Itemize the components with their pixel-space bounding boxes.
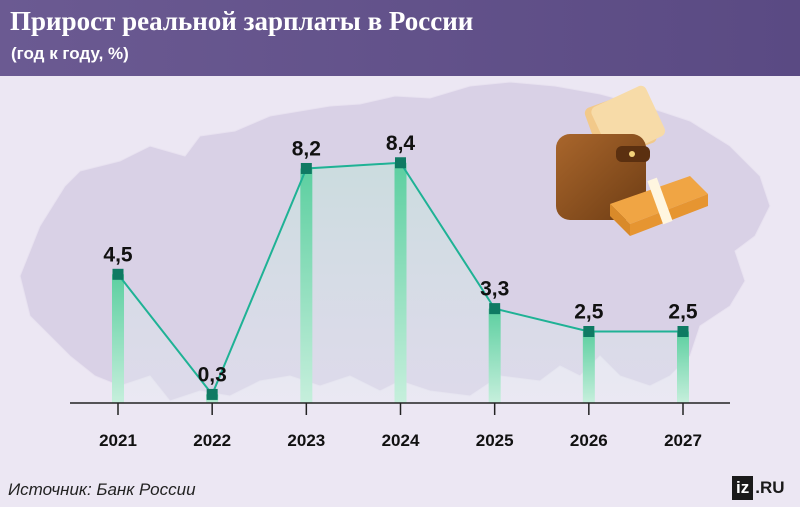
- bar-2021: [112, 274, 124, 403]
- point-2024: [395, 157, 406, 169]
- plot-area: 4,5 0,3 8,2 8,4 3,3 2,5 2,5 2021 2022 2023 2024 20…: [0, 76, 800, 466]
- source-note: Источник: Банк России: [8, 480, 196, 499]
- data-label-2026: 2,5: [574, 301, 604, 324]
- wallet-illustration: [556, 85, 708, 236]
- data-label-2023: 8,2: [292, 137, 321, 160]
- bar-2023: [300, 168, 313, 403]
- x-tick-label-2021: 2021: [99, 431, 137, 450]
- point-2026: [583, 326, 595, 337]
- chart-subtitle: (год к году, %): [11, 44, 129, 63]
- point-2021: [112, 268, 124, 280]
- point-2027: [677, 326, 689, 337]
- data-label-2024: 8,4: [386, 132, 416, 155]
- izru-logo: iz .RU: [732, 475, 785, 501]
- chart-title: Прирост реальной зарплаты в России: [10, 6, 474, 36]
- bar-2027: [677, 331, 689, 403]
- bar-2026: [582, 331, 595, 403]
- header-banner: Прирост реальной зарплаты в России (год …: [0, 0, 800, 76]
- point-2025: [489, 303, 501, 315]
- bar-2024: [394, 162, 407, 403]
- line-chart: 4,5 0,3 8,2 8,4 3,3 2,5 2,5 2021 2022 2023 2024 20…: [19, 81, 771, 450]
- data-label-2021: 4,5: [103, 243, 133, 266]
- data-label-2027: 2,5: [668, 301, 698, 324]
- x-tick-label-2024: 2024: [382, 431, 420, 450]
- x-tick-label-2026: 2026: [570, 431, 608, 450]
- x-tick-label-2025: 2025: [476, 431, 514, 450]
- logo-box: iz: [732, 476, 754, 500]
- x-tick-label-2022: 2022: [193, 431, 231, 450]
- bar-2025: [488, 308, 501, 403]
- point-2023: [300, 162, 312, 174]
- x-tick-label-2023: 2023: [287, 431, 325, 450]
- data-label-2025: 3,3: [480, 278, 509, 301]
- logo-text: .RU: [755, 478, 785, 497]
- point-2022: [206, 388, 218, 400]
- x-tick-label-2027: 2027: [664, 431, 702, 450]
- data-label-2022: 0,3: [198, 363, 227, 386]
